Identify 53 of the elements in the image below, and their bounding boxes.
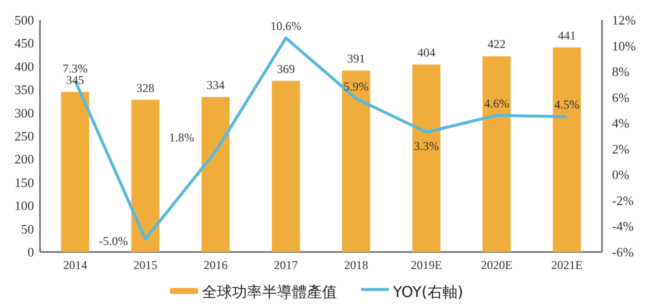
y-tick-label: 500 (14, 12, 34, 28)
legend-label: YOY(右軸) (392, 283, 464, 301)
data-label: -5.0% (98, 234, 128, 248)
y-tick-label: 200 (14, 152, 34, 167)
bar (342, 70, 370, 252)
y-tick-label: 50 (21, 221, 34, 236)
data-label: 422 (488, 37, 506, 52)
y-tick-label: 300 (14, 105, 34, 120)
bar (552, 47, 581, 252)
y-tick-label: 400 (14, 58, 34, 74)
bar (131, 100, 160, 252)
y2-tick-label: 4% (612, 116, 630, 131)
y-tick-label: 150 (14, 174, 34, 190)
data-label: 5.9% (344, 80, 369, 94)
y-tick-label: 450 (14, 36, 34, 51)
data-label: 404 (417, 46, 436, 60)
y2-tick-label: -6% (612, 244, 634, 260)
x-tick-label: 2014 (63, 258, 88, 272)
x-tick-label: 2018 (344, 258, 368, 272)
y-tick-label: 250 (14, 128, 34, 144)
bar (61, 92, 90, 252)
data-label: 328 (136, 80, 154, 95)
x-tick-label: 2015 (133, 258, 158, 272)
bar (202, 97, 230, 252)
x-tick-label: 2016 (204, 258, 228, 272)
y-tick-label: 0 (28, 244, 34, 260)
y2-tick-label: 12% (612, 12, 636, 28)
bar (272, 80, 300, 252)
data-label: 1.8% (169, 130, 194, 144)
x-tick-label: 2020E (480, 258, 512, 272)
y2-tick-label: 0% (612, 167, 630, 182)
legend-label: 全球功率半導體產值 (202, 283, 337, 301)
y2-tick-label: -4% (612, 218, 634, 234)
y2-tick-label: 2% (612, 141, 630, 156)
data-label: 441 (558, 28, 576, 42)
data-label: 334 (206, 78, 225, 92)
x-tick-label: 2017 (274, 258, 298, 272)
y2-tick-label: 10% (612, 38, 636, 54)
data-label: 10.6% (270, 19, 302, 34)
data-label: 391 (347, 52, 366, 66)
data-label: 3.3% (414, 139, 439, 154)
y2-tick-label: -2% (612, 192, 634, 208)
y2-tick-label: 8% (612, 64, 630, 80)
data-label: 4.6% (484, 96, 510, 110)
bar (412, 64, 440, 252)
y-tick-label: 350 (14, 82, 34, 98)
x-tick-label: 2021E (551, 258, 583, 272)
data-label: 369 (276, 62, 295, 76)
x-tick-label: 2019E (410, 258, 442, 272)
bar (482, 56, 511, 252)
data-label: 4.5% (554, 98, 580, 112)
y-tick-label: 100 (14, 198, 34, 214)
y2-tick-label: 6% (612, 90, 630, 105)
